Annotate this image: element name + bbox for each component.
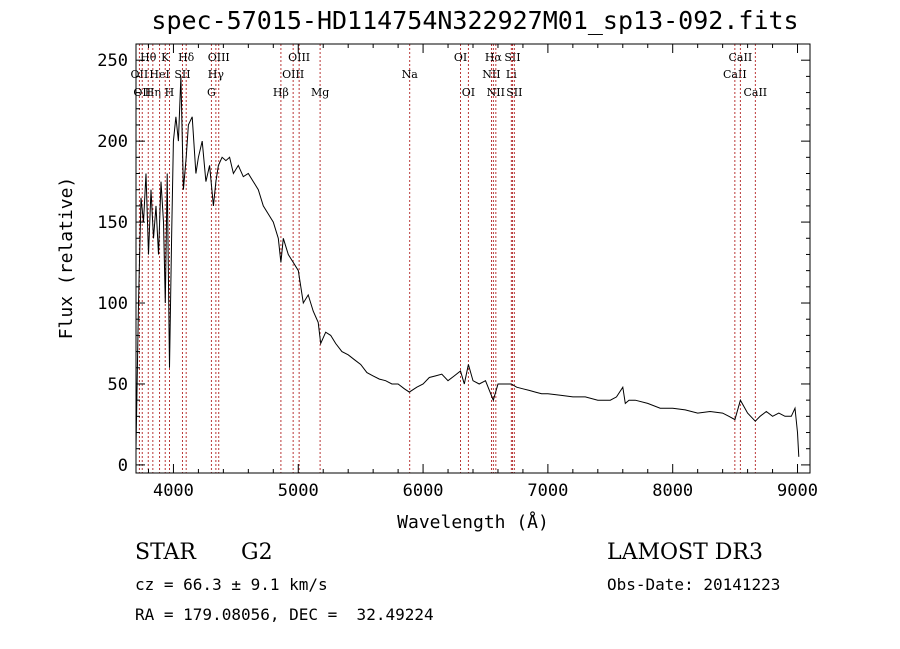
line-label: HeI xyxy=(149,68,169,81)
y-axis-label: Flux (relative) xyxy=(56,177,77,340)
tick-label: 100 xyxy=(97,294,128,314)
line-label: CaII xyxy=(723,68,747,81)
line-label: Hθ xyxy=(140,51,157,64)
line-label: H xyxy=(165,86,175,99)
tick-label: 7000 xyxy=(527,481,568,501)
line-label: OII xyxy=(133,86,151,99)
line-label: Mg xyxy=(311,86,329,99)
tick-label: 8000 xyxy=(652,481,693,501)
observation-date: Obs-Date: 20141223 xyxy=(607,575,781,594)
line-label: OIII xyxy=(288,51,310,64)
tick-label: 9000 xyxy=(777,481,818,501)
line-label: NII xyxy=(487,86,505,99)
line-label: Li xyxy=(506,68,517,81)
chart-title: spec-57015-HD114754N322927M01_sp13-092.f… xyxy=(151,6,799,35)
line-label: OI xyxy=(454,51,467,64)
axis-tick-layer: 4000 5000 6000 7000 8000 9000 0 50 100 150 200 250 xyxy=(97,44,818,501)
tick-label: 200 xyxy=(97,132,128,152)
line-label: Hγ xyxy=(208,68,225,81)
tick-label: 4000 xyxy=(153,481,194,501)
line-label: OIII xyxy=(282,68,304,81)
line-label: Hδ xyxy=(178,51,195,64)
tick-label: 150 xyxy=(97,213,128,233)
tick-label: 50 xyxy=(108,375,128,395)
line-label: CaII xyxy=(729,51,753,64)
redshift-value: cz = 66.3 ± 9.1 km/s xyxy=(135,575,328,594)
spectrum-line xyxy=(135,76,800,457)
plot-frame xyxy=(135,43,811,474)
survey-name: LAMOST DR3 xyxy=(607,540,763,565)
x-axis-label: Wavelength (Å) xyxy=(397,511,549,533)
line-label: Na xyxy=(402,68,419,81)
line-label: SII xyxy=(506,86,522,99)
line-label: Hβ xyxy=(273,86,289,99)
tick-label: 5000 xyxy=(278,481,319,501)
line-label: SII xyxy=(174,68,190,81)
line-label: OIII xyxy=(208,51,230,64)
line-label: OII xyxy=(131,68,149,81)
tick-label: 250 xyxy=(97,51,128,71)
line-label: K xyxy=(161,51,170,64)
line-label: CaII xyxy=(743,86,767,99)
line-label: Hη xyxy=(145,86,161,99)
tick-label: 0 xyxy=(118,456,128,476)
object-class: STAR xyxy=(135,540,196,565)
line-label: SII xyxy=(504,51,520,64)
tick-label: 6000 xyxy=(403,481,444,501)
line-label: G xyxy=(207,86,216,99)
sky-coordinates: RA = 179.08056, DEC = 32.49224 xyxy=(135,605,434,624)
line-label: Hα xyxy=(485,51,503,64)
line-label: NII xyxy=(482,68,500,81)
object-subclass: G2 xyxy=(241,540,273,565)
line-label: OI xyxy=(462,86,475,99)
